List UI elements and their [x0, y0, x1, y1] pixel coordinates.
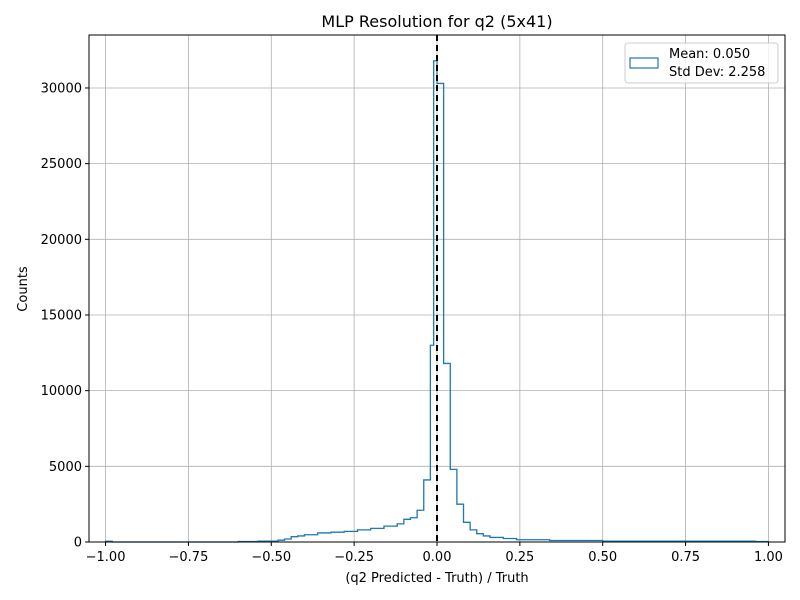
histogram-bar — [417, 510, 424, 542]
x-tick-label: −1.00 — [86, 550, 126, 565]
x-tick-label: 0.75 — [671, 550, 700, 565]
y-tick-label: 5000 — [49, 460, 82, 475]
x-tick-label: 1.00 — [754, 550, 783, 565]
histogram-bar — [404, 519, 411, 542]
y-axis-label: Counts — [16, 266, 31, 312]
y-tick-label: 0 — [74, 536, 82, 551]
y-tick-label: 25000 — [41, 157, 82, 172]
x-tick-label: −0.50 — [251, 550, 291, 565]
histogram-bar — [464, 522, 471, 542]
histogram-bar — [357, 530, 370, 542]
x-axis-label: (q2 Predicted - Truth) / Truth — [345, 571, 528, 586]
histogram-bar — [410, 518, 417, 542]
histogram-bar — [291, 537, 298, 542]
histogram-step-outline — [104, 60, 770, 543]
legend: Mean: 0.050 Std Dev: 2.258 — [624, 42, 779, 84]
x-tick-label: 0.50 — [588, 550, 617, 565]
histogram-bar — [384, 526, 397, 542]
histogram-bar — [477, 534, 484, 542]
x-tick-label: 0.25 — [505, 550, 534, 565]
legend-line-mean: Mean: 0.050 — [669, 47, 750, 62]
histogram-bar — [450, 469, 457, 542]
y-tick-label: 10000 — [41, 384, 82, 399]
legend-line-stddev: Std Dev: 2.258 — [669, 65, 765, 80]
histogram-bar — [457, 504, 464, 542]
x-axis-ticks: −1.00 −0.75 −0.50 −0.25 0.00 0.25 0.50 0.75 1.00 — [86, 542, 783, 565]
histogram-bar — [318, 533, 331, 542]
histogram-bar — [371, 528, 384, 542]
histogram-bar — [344, 531, 357, 542]
histogram-bars — [104, 60, 770, 543]
histogram-bar — [444, 363, 451, 542]
histogram-bar — [470, 530, 477, 542]
histogram-bar — [331, 532, 344, 542]
histogram-bar — [490, 537, 503, 542]
y-tick-label: 20000 — [41, 233, 82, 248]
x-tick-label: −0.75 — [169, 550, 209, 565]
y-tick-label: 15000 — [41, 308, 82, 323]
legend-box — [624, 42, 779, 84]
y-axis-ticks: 0 5000 10000 15000 20000 25000 30000 — [41, 81, 89, 551]
histogram-bar — [424, 480, 431, 542]
x-tick-label: −0.25 — [334, 550, 374, 565]
x-tick-label: 0.00 — [423, 550, 452, 565]
legend-swatch — [629, 57, 659, 69]
chart-title: MLP Resolution for q2 (5x41) — [321, 12, 552, 31]
histogram-bar — [304, 535, 317, 542]
histogram-bar — [483, 536, 490, 542]
histogram-bar — [397, 524, 404, 542]
histogram-bar — [437, 83, 444, 542]
histogram-bar — [298, 536, 305, 542]
y-tick-label: 30000 — [41, 81, 82, 96]
